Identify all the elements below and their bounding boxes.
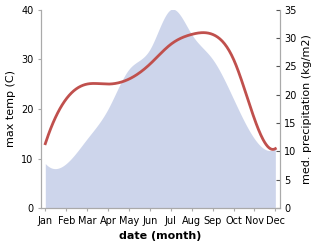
X-axis label: date (month): date (month) <box>119 231 202 242</box>
Y-axis label: med. precipitation (kg/m2): med. precipitation (kg/m2) <box>302 34 313 184</box>
Y-axis label: max temp (C): max temp (C) <box>5 70 16 147</box>
